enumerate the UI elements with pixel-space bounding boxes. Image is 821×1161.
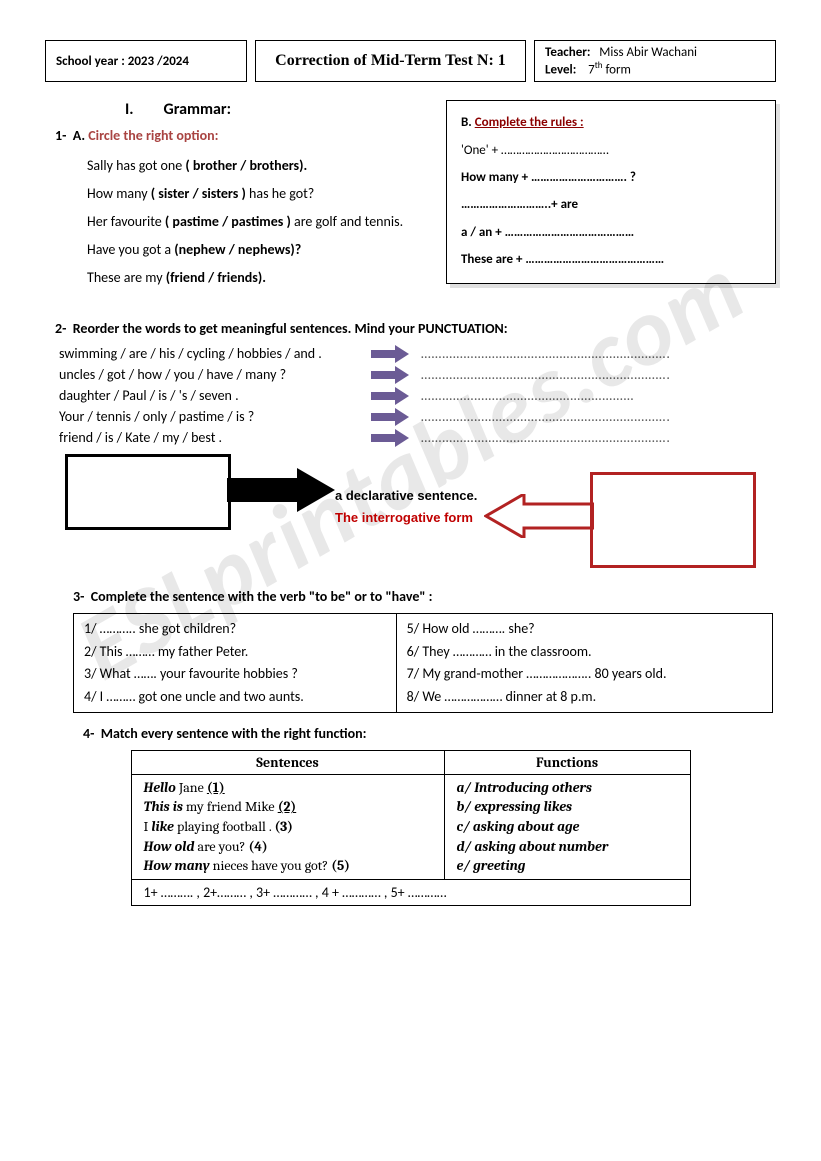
q3-number: 3-	[73, 588, 84, 605]
arrow-right-icon	[371, 368, 409, 382]
q4-functions-cell: a/ Introducing others b/ expressing like…	[444, 774, 690, 879]
q3-title-mid: " or to "	[345, 588, 392, 605]
q4-function: b/ expressing likes	[457, 797, 678, 817]
answer-dots: ……………………………………………………	[421, 387, 776, 404]
q3-title-pre: Complete the sentence with the verb "	[91, 588, 315, 605]
q3-item: 5/ How old ………. she?	[407, 618, 762, 640]
q4-function: a/ Introducing others	[457, 778, 678, 798]
q4-table: Sentences Functions Hello Jane (1) This …	[131, 750, 691, 907]
q1a-instruction: Circle the right option:	[88, 127, 218, 144]
roman-numeral: I.	[125, 100, 134, 119]
rule-line: ………………………..+ are	[461, 197, 578, 212]
q4-function: e/ greeting	[457, 856, 678, 876]
answer-dots: …………………………………………………………….	[421, 366, 776, 383]
q4-col-sentences: Sentences	[131, 750, 444, 774]
q3-left-cell: 1/ ……….. she got children? 2/ This ……… m…	[74, 614, 397, 713]
rules-box: B. Complete the rules : 'One' + ………………………	[446, 100, 776, 284]
arrow-black-icon	[227, 468, 337, 512]
rule-line: 'One' + ………………………………	[461, 137, 761, 164]
q3-item: 1/ ……….. she got children?	[84, 618, 386, 640]
q4-sentence: This is my friend Mike (2)	[144, 797, 432, 817]
red-box	[590, 472, 756, 568]
answer-dots: …………………………………………………………….	[421, 429, 776, 446]
header-school-year: School year : 2023 /2024	[45, 40, 247, 82]
q3-item: 3/ What ……. your favourite hobbies ?	[84, 663, 386, 685]
reorder-words: daughter / Paul / is / 's / seven .	[59, 387, 359, 404]
q3-item: 2/ This ……… my father Peter.	[84, 641, 386, 663]
q3-item: 7/ My grand-mother ……………….. 80 years old…	[407, 663, 762, 685]
q4-function: d/ asking about number	[457, 837, 678, 857]
teacher-value: Miss Abir Wachani	[599, 45, 697, 60]
reorder-words: Your / tennis / only / pastime / is ?	[59, 408, 359, 425]
grammar-label: Grammar:	[164, 100, 231, 119]
title-text: Correction of Mid-Term Test N: 1	[275, 52, 506, 70]
interrogative-label: The interrogative form	[335, 510, 473, 525]
q2: 2- Reorder the words to get meaningful s…	[45, 320, 776, 446]
arrow-right-icon	[371, 347, 409, 361]
header-teacher: Teacher: Miss Abir Wachani Level: 7th fo…	[534, 40, 776, 82]
reorder-words: swimming / are / his / cycling / hobbies…	[59, 345, 359, 362]
rules-b-label: B.	[461, 115, 472, 130]
arrow-right-icon	[371, 410, 409, 424]
q4-sentence: How old are you? (4)	[144, 837, 432, 857]
declarative-label: a declarative sentence.	[335, 488, 477, 503]
q2-head: 2- Reorder the words to get meaningful s…	[55, 320, 776, 337]
q3-item: 8/ We ……………… dinner at 8 p.m.	[407, 686, 762, 708]
answer-dots: …………………………………………………………….	[421, 408, 776, 425]
reorder-row: Your / tennis / only / pastime / is ? ………	[59, 408, 776, 425]
q4-head: 4- Match every sentence with the right f…	[83, 725, 776, 742]
q4-sentence: I like playing football . (3)	[144, 817, 432, 837]
q3-item: 6/ They ………… in the classroom.	[407, 641, 762, 663]
q3-item: 4/ I ……… got one uncle and two aunts.	[84, 686, 386, 708]
q4-function: c/ asking about age	[457, 817, 678, 837]
rule-line: These are + ………………………………………	[461, 252, 664, 267]
sentence-type-diagram: a declarative sentence. The interrogativ…	[45, 454, 776, 574]
rules-title: Complete the rules :	[475, 115, 584, 130]
answer-dots: …………………………………………………………….	[421, 345, 776, 362]
q3-have: have	[392, 588, 420, 605]
header-title: Correction of Mid-Term Test N: 1	[255, 40, 526, 82]
q4-answers-row: 1+ ………. , 2+……… , 3+ ………… , 4 + ………… , 5…	[131, 879, 690, 906]
level-value-post: form	[603, 62, 631, 77]
black-box	[65, 454, 231, 530]
reorder-words: friend / is / Kate / my / best .	[59, 429, 359, 446]
reorder-words: uncles / got / how / you / have / many ?	[59, 366, 359, 383]
arrow-right-icon	[371, 389, 409, 403]
q4-sentences-cell: Hello Jane (1) This is my friend Mike (2…	[131, 774, 444, 879]
arrow-red-icon	[484, 494, 594, 538]
arrow-right-icon	[371, 431, 409, 445]
reorder-row: swimming / are / his / cycling / hobbies…	[59, 345, 776, 362]
reorder-row: friend / is / Kate / my / best . ……………………	[59, 429, 776, 446]
header-row: School year : 2023 /2024 Correction of M…	[45, 40, 776, 82]
level-value-pre: 7	[588, 62, 595, 77]
q1-number: 1-	[55, 127, 66, 144]
q2-number: 2-	[55, 320, 66, 337]
rule-line: How many + …………………………. ?	[461, 170, 636, 185]
q2-title: Reorder the words to get meaningful sent…	[73, 320, 508, 337]
q3-head: 3- Complete the sentence with the verb "…	[73, 588, 776, 605]
level-label: Level:	[545, 62, 576, 77]
teacher-label: Teacher:	[545, 45, 590, 60]
school-year-value: 2023 /2024	[128, 54, 189, 69]
q4-sentence: How many nieces have you got? (5)	[144, 856, 432, 876]
level-value-sup: th	[595, 60, 603, 71]
reorder-row: daughter / Paul / is / 's / seven . ……………	[59, 387, 776, 404]
reorder-row: uncles / got / how / you / have / many ?…	[59, 366, 776, 383]
q3-tobe: to be	[315, 588, 345, 605]
rule-line: a / an + ……………………………………	[461, 225, 634, 240]
q4-title: Match every sentence with the right func…	[101, 725, 367, 742]
q3-title-post: " :	[419, 588, 432, 605]
q4-sentence: Hello Jane (1)	[144, 778, 432, 798]
q4-col-functions: Functions	[444, 750, 690, 774]
q4-number: 4-	[83, 725, 94, 742]
q3-right-cell: 5/ How old ………. she? 6/ They ………… in the…	[396, 614, 772, 713]
q3-table: 1/ ……….. she got children? 2/ This ……… m…	[73, 613, 773, 713]
school-year-label: School year :	[56, 54, 125, 69]
q1a-label: A.	[73, 127, 85, 144]
